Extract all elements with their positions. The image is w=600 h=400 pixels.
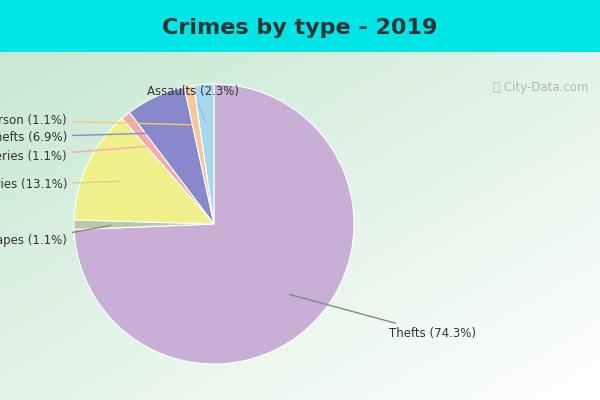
Text: Burglaries (13.1%): Burglaries (13.1%) (0, 178, 120, 191)
Wedge shape (74, 118, 214, 224)
Text: Assaults (2.3%): Assaults (2.3%) (147, 84, 239, 121)
Text: ⓘ City-Data.com: ⓘ City-Data.com (493, 82, 589, 94)
Wedge shape (130, 87, 214, 224)
Wedge shape (74, 220, 214, 230)
Wedge shape (184, 86, 214, 224)
Text: Rapes (1.1%): Rapes (1.1%) (0, 226, 110, 247)
Wedge shape (122, 112, 214, 224)
Text: Robberies (1.1%): Robberies (1.1%) (0, 146, 147, 163)
Text: Auto thefts (6.9%): Auto thefts (6.9%) (0, 131, 169, 144)
Wedge shape (194, 84, 214, 224)
Text: Thefts (74.3%): Thefts (74.3%) (290, 294, 476, 340)
Text: Crimes by type - 2019: Crimes by type - 2019 (163, 18, 437, 38)
Text: Arson (1.1%): Arson (1.1%) (0, 114, 193, 127)
Wedge shape (74, 84, 354, 364)
